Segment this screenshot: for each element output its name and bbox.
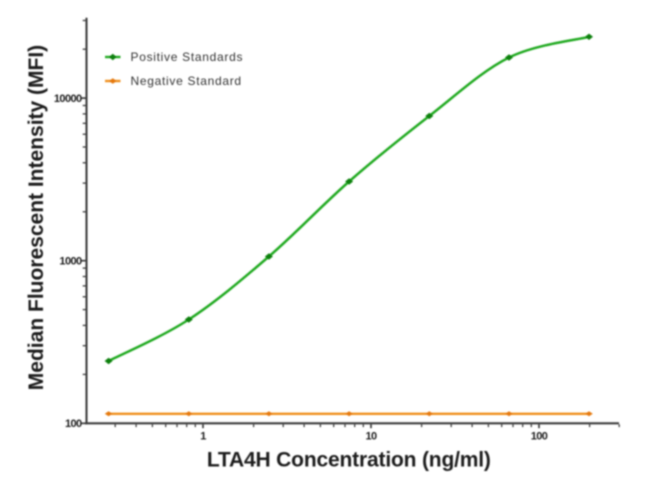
svg-text:10: 10: [365, 431, 377, 443]
svg-text:Median Fluorescent Intensity: Median Fluorescent Intensity (MFI): [25, 45, 48, 390]
svg-text:1000: 1000: [59, 256, 82, 268]
svg-text:100: 100: [65, 418, 82, 430]
svg-text:1: 1: [200, 431, 206, 443]
svg-text:LTA4H Concentration (ng/ml): LTA4H Concentration (ng/ml): [207, 449, 491, 472]
svg-text:100: 100: [531, 431, 548, 443]
svg-text:Positive Standards: Positive Standards: [131, 50, 244, 64]
svg-text:10000: 10000: [54, 93, 82, 105]
svg-text:Negative Standard: Negative Standard: [131, 74, 242, 88]
